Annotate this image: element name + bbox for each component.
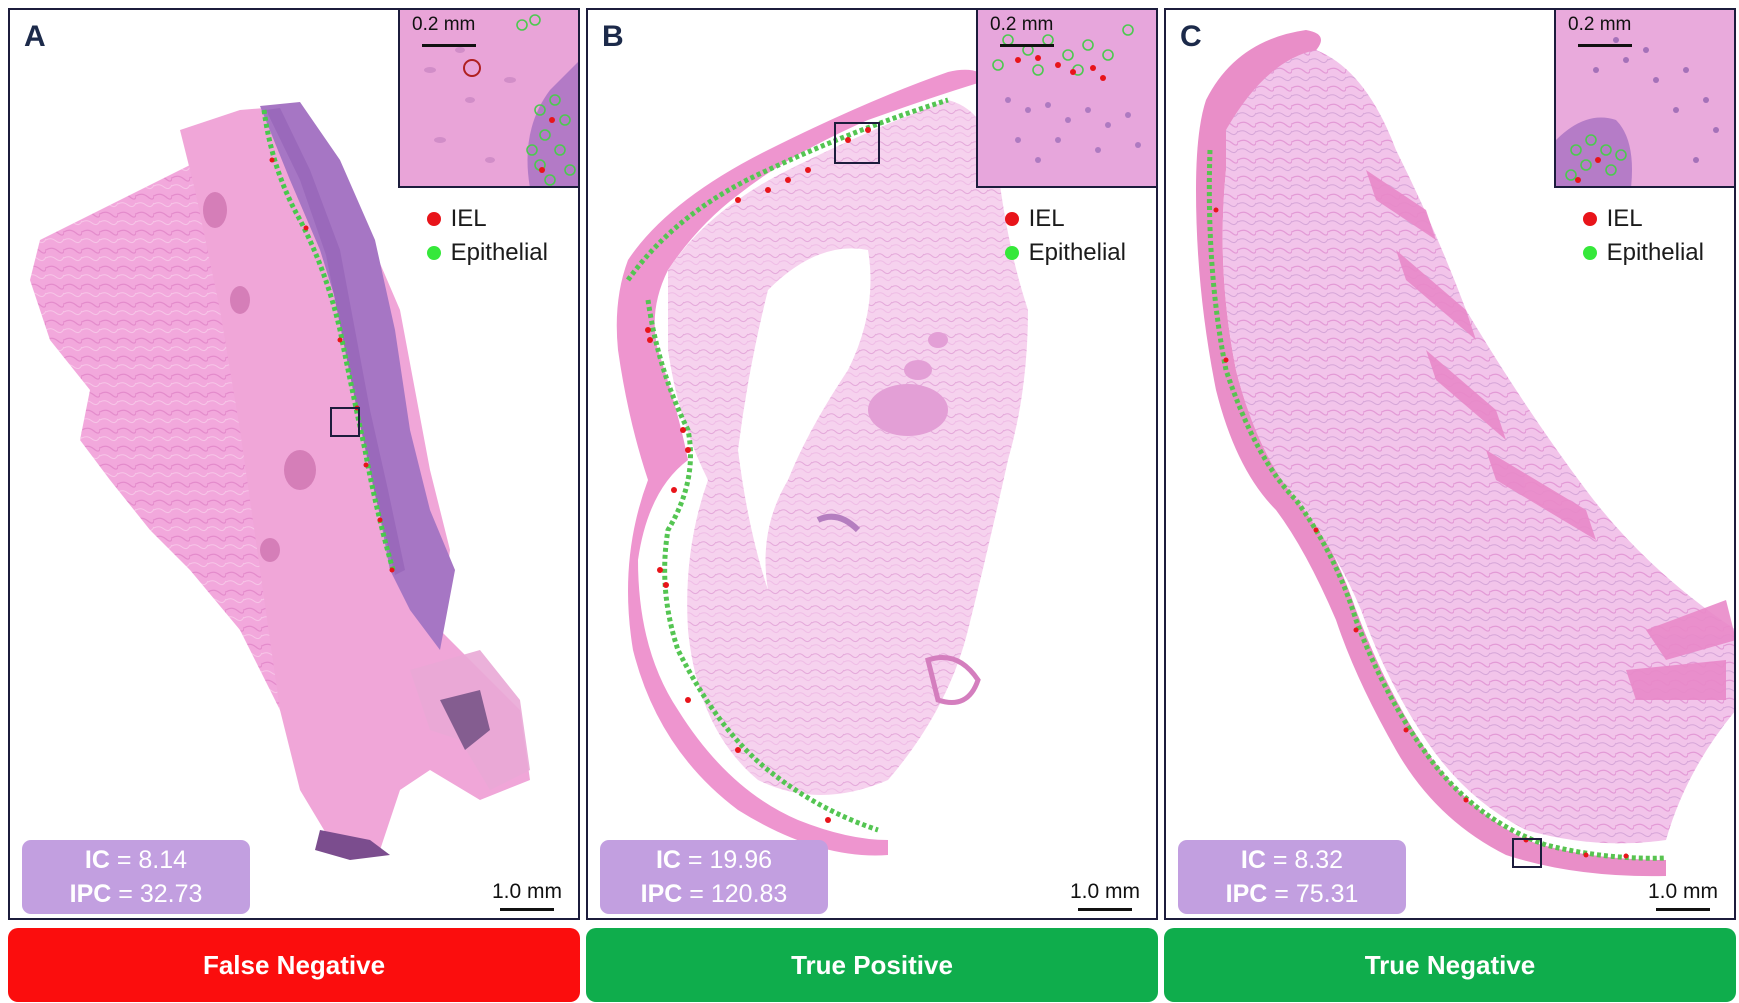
ipc-metric: IPC = 75.31 <box>1225 880 1359 908</box>
panel-b: B 0.2 mm IEL <box>586 8 1158 920</box>
legend: IEL Epithelial <box>1582 202 1704 270</box>
metrics-box: IC = 8.14 IPC = 32.73 <box>22 840 250 914</box>
red-dot-icon <box>1582 212 1597 226</box>
panel-a: A 0.2 mm IEL Epithe <box>8 8 580 920</box>
legend: IEL Epithelial <box>1004 202 1126 270</box>
scale-bar-line <box>499 908 554 911</box>
ic-metric: IC = 19.96 <box>655 846 773 874</box>
legend-item-iel: IEL <box>1582 202 1704 236</box>
inset-scale-bar <box>422 44 476 47</box>
panel-c: C 0.2 mm IEL Epithelial <box>1164 8 1736 920</box>
metrics-box: IC = 19.96 IPC = 120.83 <box>600 840 828 914</box>
inset-micrograph <box>400 10 578 186</box>
ipc-metric: IPC = 120.83 <box>640 880 788 908</box>
green-dot-icon <box>1582 246 1597 260</box>
zoom-inset: 0.2 mm <box>976 10 1156 188</box>
ipc-metric: IPC = 32.73 <box>69 880 203 908</box>
zoom-inset: 0.2 mm <box>398 10 578 188</box>
scale-bar-line <box>1655 908 1710 911</box>
ic-metric: IC = 8.14 <box>84 846 188 874</box>
legend-label: Epithelial <box>1606 239 1704 266</box>
inset-scale-bar <box>1000 44 1054 47</box>
legend-item-epithelial: Epithelial <box>426 236 548 270</box>
inset-micrograph <box>978 10 1156 186</box>
scale-label: 1.0 mm <box>1647 880 1718 903</box>
legend-label: IEL <box>1606 205 1643 232</box>
tissue-section-image <box>1196 30 1734 877</box>
tissue-section-image <box>616 69 1028 856</box>
zoom-inset: 0.2 mm <box>1554 10 1734 188</box>
legend-label: Epithelial <box>450 239 548 266</box>
legend-item-epithelial: Epithelial <box>1582 236 1704 270</box>
legend-label: IEL <box>1028 205 1065 232</box>
scale-bar: 1.0 mm <box>492 880 562 911</box>
panel-letter: B <box>602 20 624 53</box>
green-dot-icon <box>1004 246 1019 260</box>
legend-label: IEL <box>450 205 487 232</box>
inset-scale-label: 0.2 mm <box>412 14 476 35</box>
inset-scale-bar <box>1578 44 1632 47</box>
outcome-label-true-negative: True Negative <box>1164 928 1736 1002</box>
region-of-interest-box <box>1512 838 1542 868</box>
legend-item-epithelial: Epithelial <box>1004 236 1126 270</box>
scale-bar: 1.0 mm <box>1070 880 1140 911</box>
inset-scale-label: 0.2 mm <box>1568 14 1632 35</box>
region-of-interest-box <box>330 407 360 437</box>
green-dot-icon <box>426 246 441 260</box>
tissue-section-image <box>30 102 530 860</box>
scale-bar-line <box>1077 908 1132 911</box>
red-dot-icon <box>1004 212 1019 226</box>
inset-scale-label: 0.2 mm <box>990 14 1054 35</box>
scale-label: 1.0 mm <box>491 880 562 903</box>
outcome-label-false-negative: False Negative <box>8 928 580 1002</box>
legend-item-iel: IEL <box>1004 202 1126 236</box>
legend-item-iel: IEL <box>426 202 548 236</box>
region-of-interest-box <box>834 122 880 164</box>
panel-letter: C <box>1180 20 1202 53</box>
scale-label: 1.0 mm <box>1069 880 1140 903</box>
scale-bar: 1.0 mm <box>1648 880 1718 911</box>
outcome-label-true-positive: True Positive <box>586 928 1158 1002</box>
legend-label: Epithelial <box>1028 239 1126 266</box>
panel-letter: A <box>24 20 46 53</box>
inset-micrograph <box>1556 10 1734 186</box>
legend: IEL Epithelial <box>426 202 548 270</box>
red-dot-icon <box>426 212 441 226</box>
ic-metric: IC = 8.32 <box>1240 846 1344 874</box>
metrics-box: IC = 8.32 IPC = 75.31 <box>1178 840 1406 914</box>
